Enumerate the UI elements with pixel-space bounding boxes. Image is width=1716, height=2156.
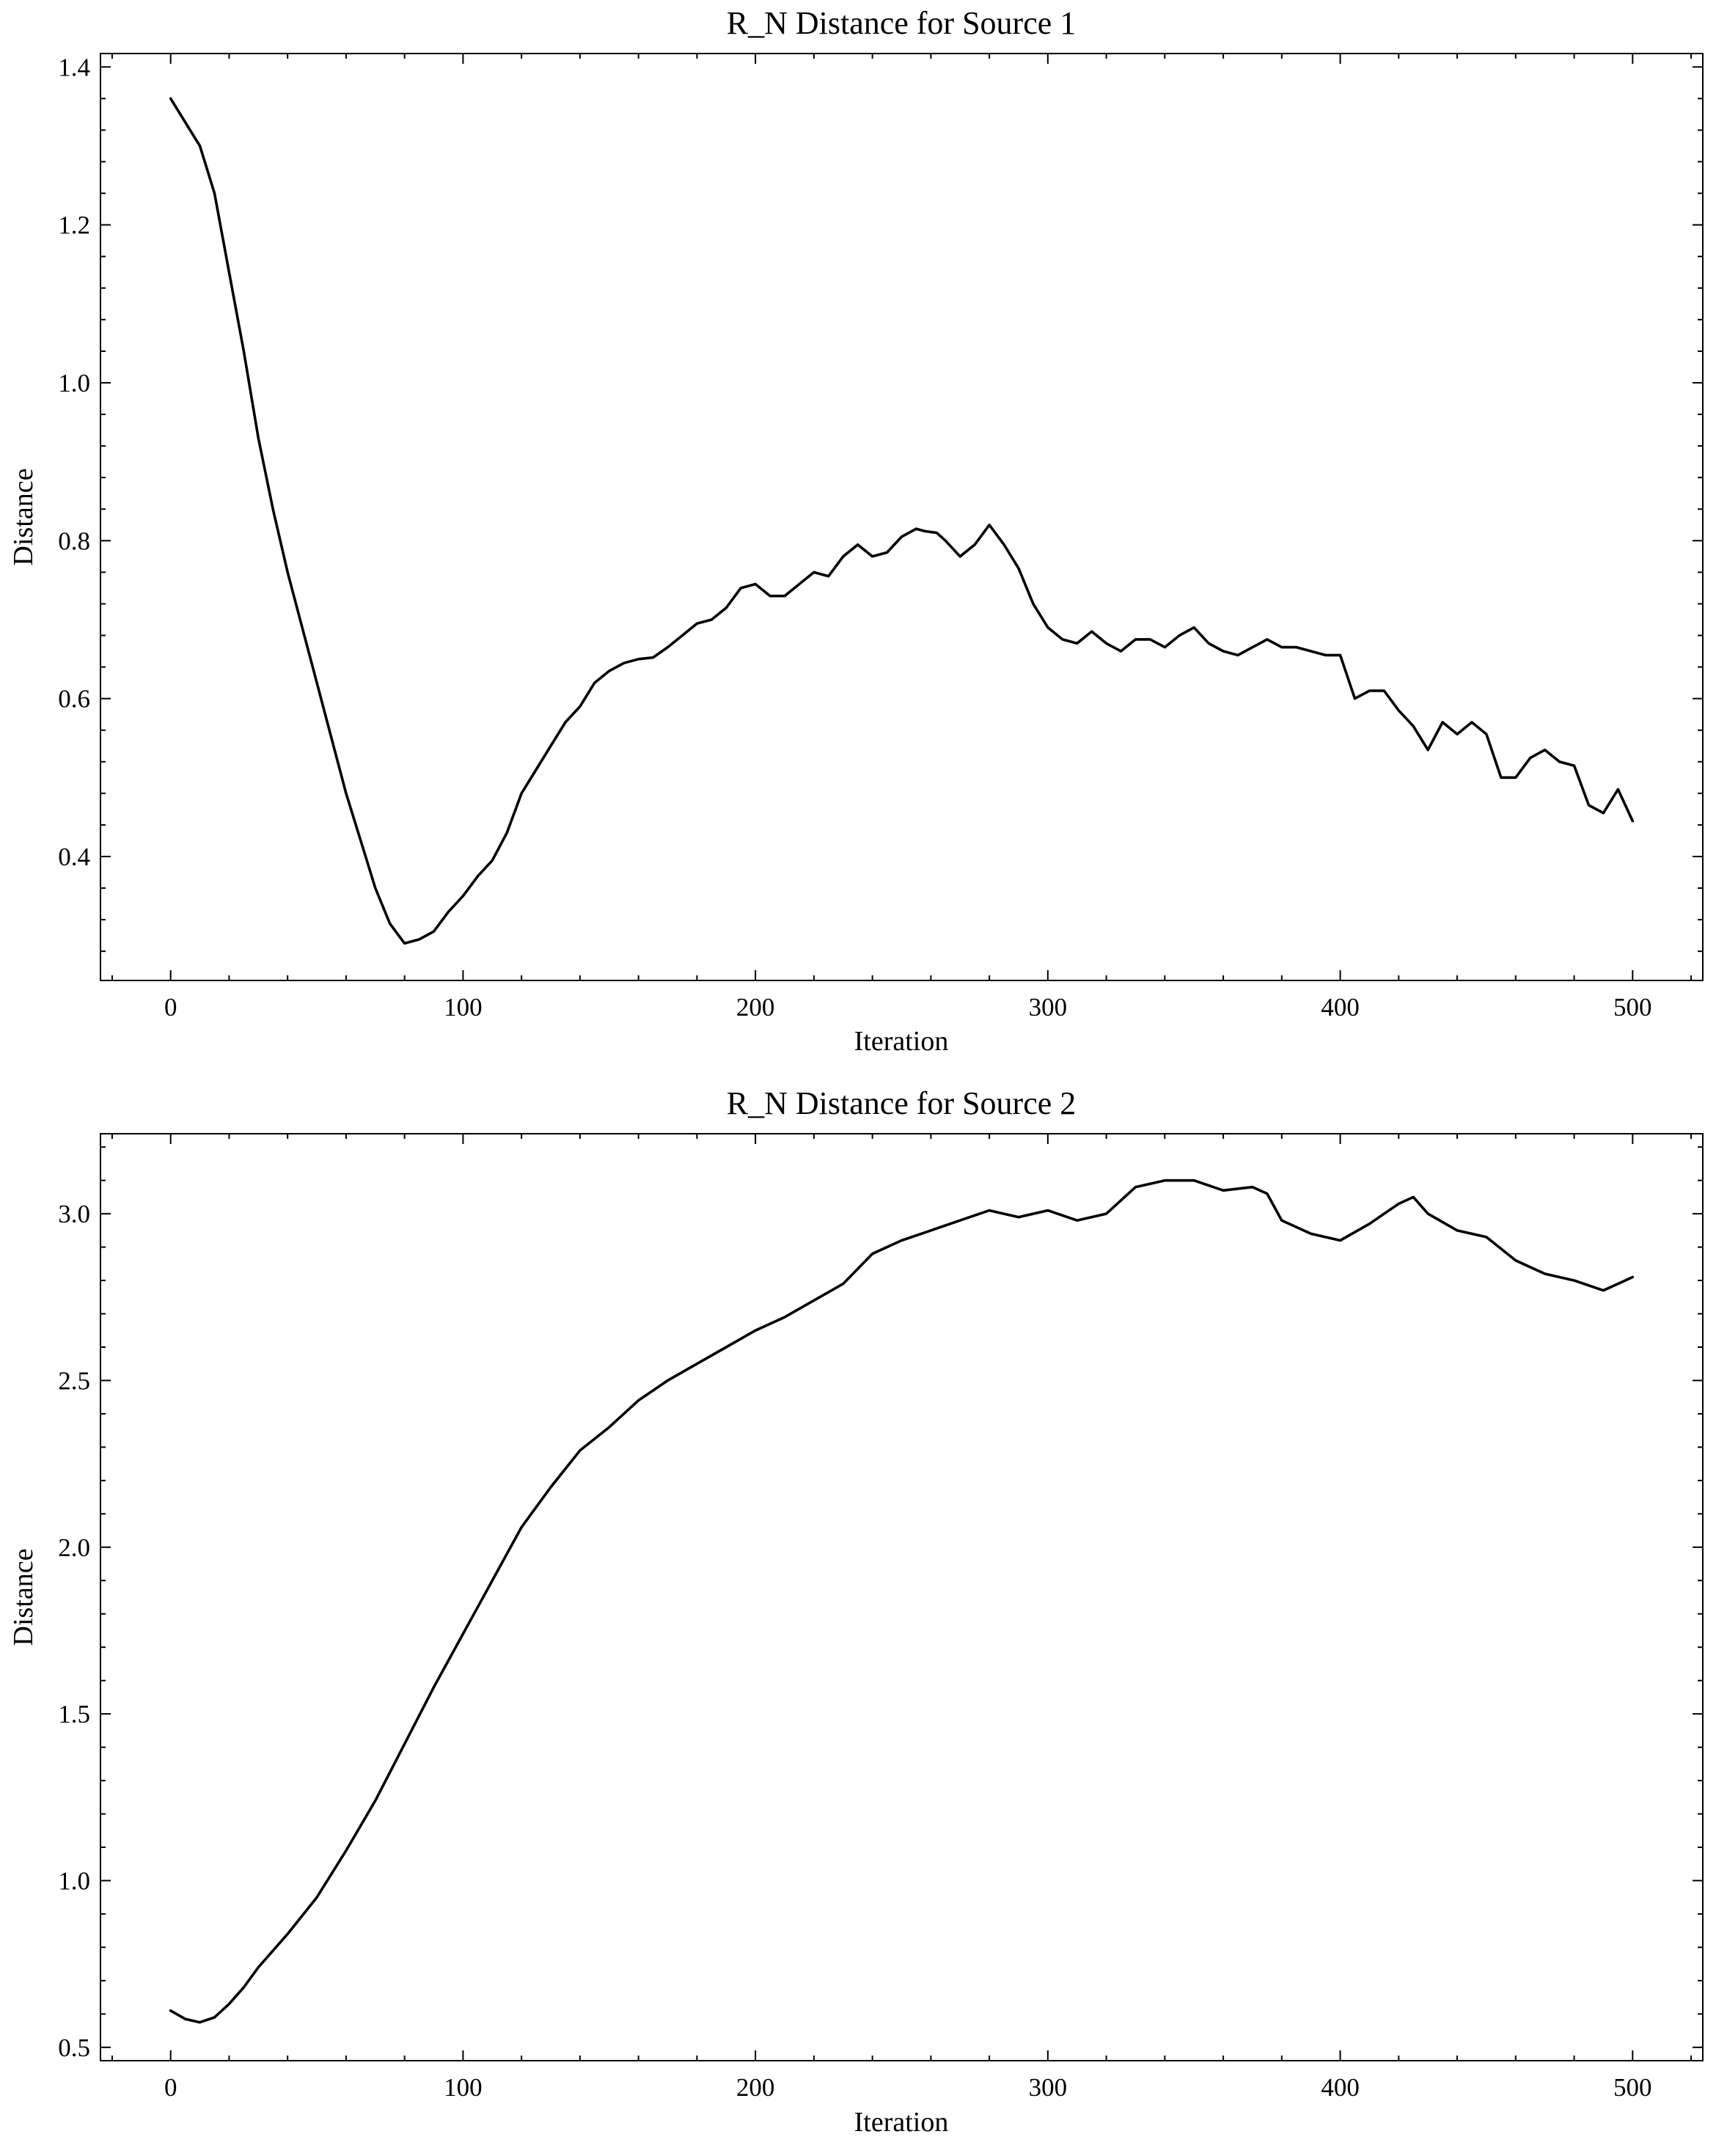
y-tick-label: 1.0 [58,369,90,397]
y-tick-label: 0.8 [58,527,90,555]
y-tick-label: 1.2 [58,211,90,240]
y-tick-label: 0.6 [58,685,90,714]
x-tick-label: 100 [444,993,483,1022]
x-tick-label: 0 [164,2073,177,2102]
chart-title: R_N Distance for Source 2 [727,1085,1077,1121]
y-tick-label: 0.5 [58,2034,90,2062]
x-axis-label: Iteration [854,2107,949,2138]
x-tick-label: 500 [1613,2073,1652,2102]
series-line [169,1178,1635,2024]
x-tick-label: 100 [444,2073,483,2102]
y-tick-label: 3.0 [58,1200,90,1228]
chart-title: R_N Distance for Source 1 [727,5,1077,41]
y-tick-label: 2.5 [58,1366,90,1395]
y-tick-label: 1.4 [58,53,90,81]
y-axis-label: Distance [8,469,39,566]
plot-frame [100,53,1704,981]
chart-panel-source-2: R_N Distance for Source 2 0 100 200 300 400 5… [8,1085,1704,2138]
x-tick-label: 400 [1321,993,1360,1022]
y-tick-label: 1.0 [58,1866,90,1895]
y-tick-label: 1.5 [58,1700,90,1728]
axis-ticks [100,54,1703,980]
x-tick-label: 400 [1321,2073,1360,2102]
x-tick-label: 200 [736,2073,775,2102]
x-tick-label: 300 [1029,993,1068,1022]
x-tick-label: 200 [736,993,775,1022]
plot-frame [100,1133,1704,2061]
y-tick-label: 2.0 [58,1533,90,1562]
tick-labels: 0 100 200 300 400 500 0.5 1.0 1.5 2.0 2.5 3.0 [58,1200,1651,2102]
tick-labels: 0 100 200 300 400 500 0.4 0.6 0.8 1.0 1.2 1.4 [58,53,1651,1022]
x-tick-label: 0 [164,993,177,1022]
chart-panel-source-1: R_N Distance for Source 1 0 100 200 300 400 5… [8,5,1704,1057]
y-axis-label: Distance [8,1549,39,1646]
x-tick-label: 500 [1613,993,1652,1022]
x-axis-label: Iteration [854,1026,949,1057]
series-line [169,97,1635,945]
x-tick-label: 300 [1029,2073,1068,2102]
y-tick-label: 0.4 [58,843,90,871]
axis-ticks [100,1134,1703,2061]
